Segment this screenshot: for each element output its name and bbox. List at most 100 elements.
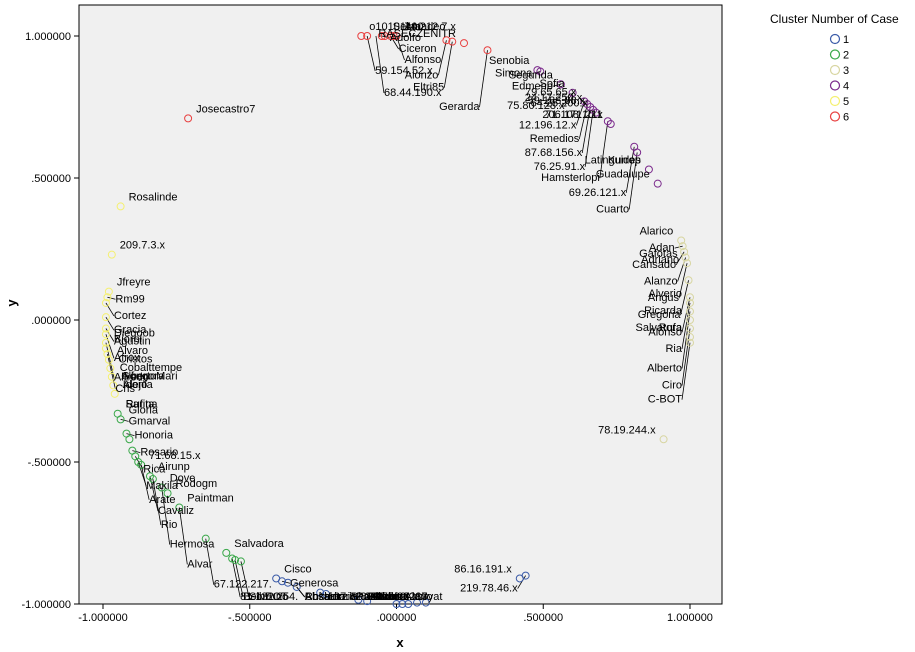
point-label: Gafotas xyxy=(639,248,678,260)
point-series-6 xyxy=(460,39,469,48)
leader-line xyxy=(681,297,691,333)
point-label: Cuarto xyxy=(596,203,629,215)
point-label: Afrox xyxy=(114,352,140,364)
point-series-2 xyxy=(145,472,154,481)
point-label: 209.7.3.x xyxy=(120,240,166,252)
leader-line xyxy=(105,334,115,359)
point-series-1 xyxy=(292,582,301,591)
point-label: Pablo6213 xyxy=(375,591,428,603)
point-series-2 xyxy=(125,435,134,444)
leader-line xyxy=(575,101,585,126)
point-label: Shoshana xyxy=(351,591,401,603)
point-label: Bjornl xyxy=(114,333,142,345)
point-series-1 xyxy=(322,590,331,599)
point-series-1 xyxy=(363,597,372,606)
leader-line xyxy=(675,251,685,266)
point-series-5 xyxy=(106,364,115,373)
point-series-1 xyxy=(283,578,292,587)
point-label: Góngora xyxy=(121,370,165,382)
point-series-2 xyxy=(222,548,231,557)
point-label: Ciro xyxy=(662,380,682,392)
legend-marker-1 xyxy=(829,33,841,45)
leader-line xyxy=(681,342,691,400)
point-label: Generosa xyxy=(290,577,339,589)
point-series-1 xyxy=(413,598,422,607)
legend-marker-3 xyxy=(829,64,841,76)
point-label: Alfredo xyxy=(114,372,149,384)
point-label: Alverio xyxy=(648,288,682,300)
legend-label-5: 5 xyxy=(843,96,849,108)
leader-line xyxy=(681,328,691,386)
x-axis-title: x xyxy=(396,635,404,650)
point-label: Honoria xyxy=(134,430,173,442)
point-label: Idonia xyxy=(123,379,154,391)
leader-line xyxy=(375,35,385,94)
point-label: Gerarda xyxy=(439,101,480,113)
point-series-4 xyxy=(556,80,565,89)
point-label: 24.17.250.x xyxy=(525,92,583,104)
point-label: Alanzo xyxy=(644,276,678,288)
label-leader-lines xyxy=(105,35,691,598)
point-label: Adriano xyxy=(641,254,679,266)
point-series-3 xyxy=(677,236,686,245)
point-series-4 xyxy=(644,165,653,174)
point-series-3 xyxy=(686,324,694,333)
point-label: 172.202.237 xyxy=(366,591,427,603)
leader-line xyxy=(680,280,689,316)
point-series-3 xyxy=(686,307,694,316)
point-label: o10101100 xyxy=(369,21,423,33)
leader-line xyxy=(532,71,541,74)
y-tick-label: .000000 xyxy=(31,315,71,327)
x-tick-label: -1.000000 xyxy=(78,612,128,624)
leader-line xyxy=(319,592,329,598)
point-series-5 xyxy=(101,298,110,307)
legend-label-1: 1 xyxy=(843,34,849,46)
point-label: Segunda xyxy=(509,69,554,81)
point-label: 64.25.200.x xyxy=(531,98,589,110)
point-label: Alberto xyxy=(647,362,682,374)
leader-line xyxy=(681,311,691,369)
point-label: Alfonso xyxy=(405,54,442,66)
leader-line xyxy=(479,50,488,108)
point-label: Aluino xyxy=(375,591,406,603)
x-tick-label: -.500000 xyxy=(228,612,271,624)
point-series-1 xyxy=(404,600,413,608)
point-label: Angus xyxy=(648,292,680,304)
point-series-4 xyxy=(536,67,545,76)
point-series-2 xyxy=(157,483,166,492)
point-series-6 xyxy=(357,32,366,40)
point-series-5 xyxy=(101,344,110,353)
point-series-2 xyxy=(175,503,184,512)
point-label: Adan xyxy=(649,242,675,254)
point-series-1 xyxy=(421,598,430,607)
leader-line xyxy=(552,83,561,87)
y-tick-label: 1.000000 xyxy=(25,31,71,43)
point-label: BelbBOT xyxy=(243,591,288,603)
point-label: Ria xyxy=(665,343,682,355)
point-label: Dove xyxy=(170,473,196,485)
point-series-5 xyxy=(101,338,110,347)
point-label: Cris xyxy=(115,383,135,395)
point-label: Gregoria xyxy=(638,309,682,321)
leader-line xyxy=(140,464,150,500)
point-label: 219.78.46.x xyxy=(460,583,518,595)
point-series-3 xyxy=(686,333,694,342)
leader-line xyxy=(281,580,291,584)
point-series-3 xyxy=(683,259,692,268)
point-series-6 xyxy=(448,37,457,46)
point-series-5 xyxy=(104,355,113,364)
point-series-5 xyxy=(107,250,116,259)
point-series-2 xyxy=(231,555,240,564)
leader-line xyxy=(396,35,405,61)
point-label: Cisco xyxy=(284,563,312,575)
x-axis: -1.000000 -.500000 .000000 .500000 1.000000 xyxy=(78,604,713,624)
point-label: Cortez xyxy=(114,310,146,322)
leader-line xyxy=(599,121,609,179)
point-label: Paintman xyxy=(187,492,233,504)
point-series-2 xyxy=(236,557,245,566)
y-tick-label: -1.000000 xyxy=(21,599,71,611)
legend-label-3: 3 xyxy=(843,65,849,77)
x-tick-label: 1.000000 xyxy=(667,612,713,624)
point-label: Remedios xyxy=(530,133,580,145)
